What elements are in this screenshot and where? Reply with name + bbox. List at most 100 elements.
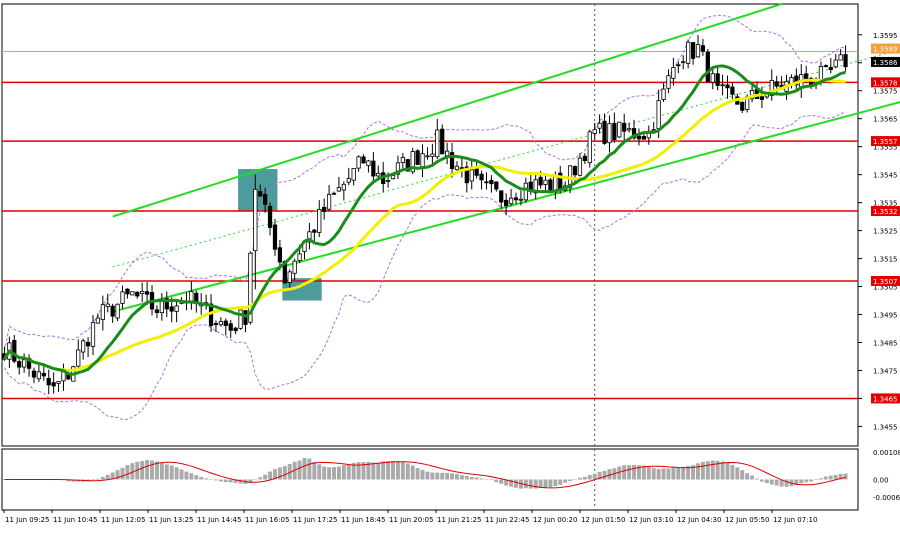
candle-body [46, 377, 51, 386]
candle-body [656, 100, 661, 129]
macd-histogram-bar [440, 472, 445, 480]
macd-histogram-bar [725, 462, 730, 480]
candle-body [164, 298, 169, 310]
macd-histogram-bar [105, 474, 110, 480]
macd-histogram-bar [336, 466, 341, 480]
macd-tick-label: 0.00108 [873, 449, 900, 457]
candle-body [464, 166, 469, 184]
candle-body [838, 54, 843, 61]
price-panel-frame [1, 3, 859, 447]
candle-body [76, 349, 81, 367]
macd-histogram-bar [489, 479, 494, 481]
macd-histogram-bar [415, 467, 420, 480]
macd-histogram-bar [218, 479, 223, 482]
candle-body [705, 51, 710, 82]
candle-body [430, 153, 435, 157]
candle-body [144, 291, 150, 295]
candle-body [543, 179, 548, 185]
candle-body [307, 231, 312, 243]
macd-histogram-bar [327, 467, 332, 480]
macd-histogram-bar [700, 461, 705, 480]
candle-body [582, 155, 587, 161]
macd-histogram-bar [636, 465, 641, 480]
macd-histogram-bar [705, 461, 710, 480]
candle-body [105, 303, 110, 308]
macd-histogram-bar [95, 478, 100, 480]
macd-histogram-bar [2, 479, 7, 480]
macd-histogram-bar [479, 478, 484, 480]
candle-body [710, 73, 715, 83]
level-tag-label: 1.3557 [873, 138, 898, 146]
candle-body [681, 61, 686, 64]
candle-body [258, 191, 263, 197]
candle-body [17, 361, 22, 368]
candle-body [292, 260, 297, 274]
candle-body [395, 162, 401, 175]
candle-body [400, 157, 405, 164]
candle-body [572, 166, 578, 176]
macd-histogram-bar [558, 479, 563, 485]
macd-histogram-bar [533, 479, 538, 489]
candle-body [125, 288, 130, 295]
macd-histogram-bar [769, 479, 774, 485]
candle-body [356, 156, 361, 169]
macd-histogram-bar [818, 478, 823, 480]
macd-histogram-bar [228, 479, 233, 483]
macd-histogram-bar [750, 475, 755, 480]
price-marker-tag [871, 56, 900, 67]
candle-body [725, 84, 730, 89]
x-tick-label: 11 Jun 10:45 [53, 516, 97, 524]
macd-histogram-bar [720, 461, 725, 480]
level-tag [871, 275, 900, 286]
candle-body [671, 67, 676, 79]
x-tick-label: 11 Jun 20:05 [389, 516, 433, 524]
macd-histogram-bar [740, 470, 745, 480]
candle-body [405, 159, 410, 172]
macd-histogram-bar [784, 479, 789, 487]
x-tick-label: 12 Jun 04:30 [677, 516, 721, 524]
macd-histogram-bar [484, 479, 489, 480]
macd-histogram-bar [681, 466, 686, 480]
candle-body [661, 88, 666, 100]
macd-histogram-bar [573, 479, 577, 480]
candle-body [538, 176, 543, 186]
level-tag [871, 206, 900, 217]
candle-body [297, 253, 302, 261]
macd-histogram-bar [366, 461, 371, 480]
candle-body [95, 317, 101, 324]
candle-body [272, 224, 278, 250]
macd-histogram-bar [459, 475, 464, 480]
macd-histogram-bar [253, 479, 258, 481]
macd-histogram-bar [110, 472, 115, 480]
candle-body [331, 192, 337, 195]
macd-histogram-bar [671, 467, 676, 480]
candle-body [769, 80, 774, 96]
level-tag-label: 1.3507 [873, 278, 898, 286]
macd-histogram-bar [696, 463, 700, 480]
macd-histogram-bar [814, 479, 818, 480]
candle-body [445, 150, 450, 157]
candle-body [548, 179, 553, 191]
macd-histogram-bar [268, 471, 273, 480]
y-tick-label: 1.3565 [873, 116, 898, 124]
macd-histogram-bar [833, 474, 838, 480]
candle-body [469, 169, 474, 182]
macd-histogram-bar [194, 475, 199, 480]
macd-histogram-bar [646, 466, 651, 480]
candle-body [267, 205, 273, 228]
macd-histogram-bar [528, 479, 533, 489]
macd-histogram-bar [307, 458, 312, 480]
candle-body [341, 183, 346, 191]
candle-body [263, 193, 268, 205]
signal-box-1 [238, 169, 278, 212]
macd-histogram-bar [371, 462, 376, 480]
candle-body [715, 73, 720, 86]
candle-body [31, 370, 37, 378]
candle-body [740, 101, 745, 111]
macd-histogram-bar [582, 476, 587, 480]
candle-body [174, 305, 179, 312]
macd-histogram-bar [656, 468, 661, 480]
macd-histogram-bar [450, 473, 455, 480]
macd-histogram-bar [691, 465, 696, 480]
candle-body [597, 122, 602, 129]
